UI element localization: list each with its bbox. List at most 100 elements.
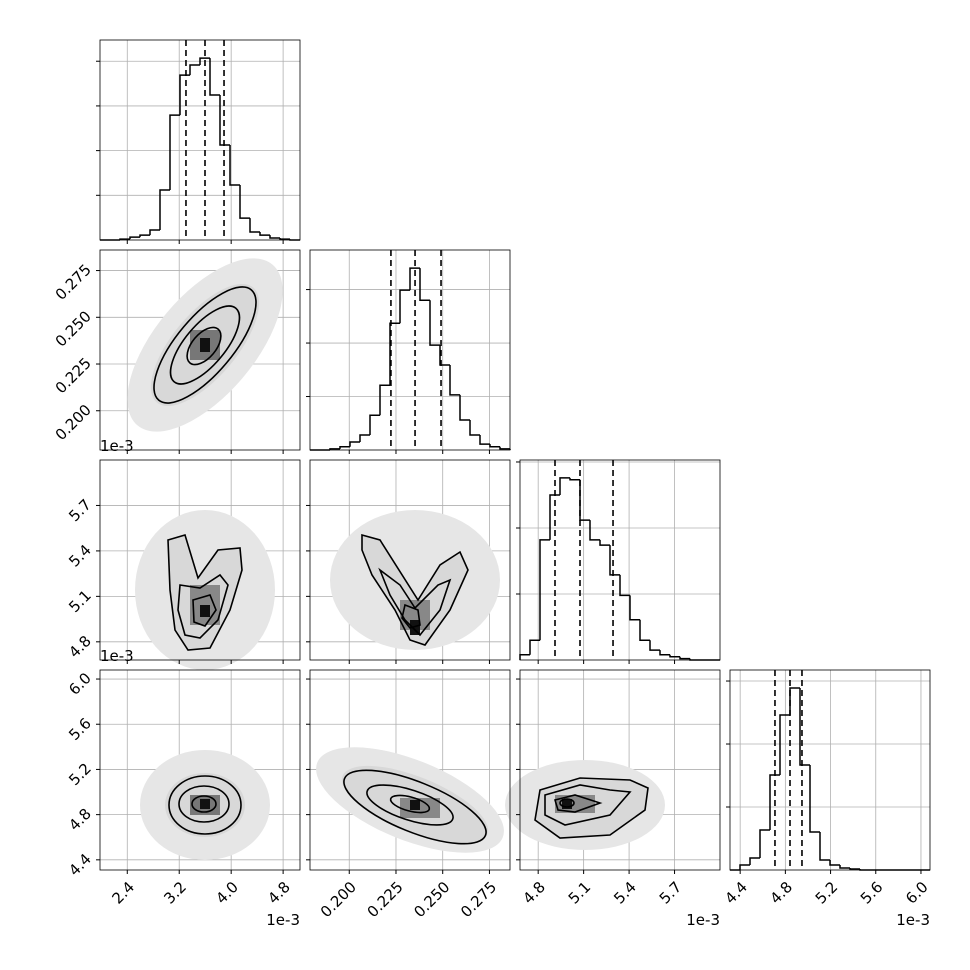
histogram-step [389, 322, 400, 386]
histogram-step [169, 114, 180, 190]
histogram-step [559, 477, 570, 495]
histogram-step [839, 865, 850, 869]
contour [192, 594, 217, 627]
histogram-step [229, 145, 240, 186]
histogram-step [259, 231, 270, 236]
contour [553, 794, 603, 813]
histogram-step [269, 235, 280, 239]
contour [167, 534, 243, 651]
histogram-step [399, 289, 410, 324]
histogram-step [769, 774, 780, 830]
density-panel [127, 258, 283, 432]
histogram-step [379, 384, 390, 416]
histogram-step [199, 57, 210, 66]
x-offset-label: 1e-3 [266, 911, 300, 929]
panel-frame [99, 459, 301, 661]
histogram-step [549, 494, 560, 540]
contour [559, 798, 575, 808]
histogram-step [489, 444, 500, 448]
histogram-step [779, 714, 790, 776]
density-panel [330, 510, 500, 650]
histogram-step [539, 539, 550, 641]
panel-frame [99, 669, 301, 871]
density-layer [127, 258, 665, 860]
histogram-step [459, 394, 470, 421]
panel-frame [309, 669, 511, 871]
x-offset-label: 1e-3 [896, 911, 930, 929]
contour [191, 795, 217, 813]
histogram-step [439, 345, 450, 366]
histogram-step [749, 857, 760, 866]
contour [177, 573, 229, 639]
histogram-step [239, 185, 250, 219]
contour [534, 777, 649, 839]
histogram-step [159, 189, 170, 230]
histogram-step [589, 520, 600, 541]
panel-frame [99, 39, 301, 241]
contour [401, 603, 421, 629]
histogram-step [449, 364, 460, 396]
histogram-step [529, 639, 540, 655]
panel-frame [99, 249, 301, 451]
histogram-step [669, 654, 680, 658]
contour [178, 785, 230, 823]
contour [361, 533, 469, 646]
panel-frame [729, 669, 931, 871]
histogram-step [359, 434, 370, 442]
contour [389, 794, 431, 814]
y-offset-label: 1e-3 [100, 437, 134, 455]
density-cell [410, 800, 420, 810]
histogram-step [629, 595, 640, 621]
density-panel [135, 510, 275, 670]
density-cell [200, 799, 210, 809]
histogram-step [429, 300, 440, 346]
histogram-step [789, 687, 800, 716]
density-panel [316, 747, 504, 853]
histogram-step [799, 688, 810, 766]
histogram-step [209, 58, 220, 96]
histogram-step [279, 237, 290, 240]
histogram-step [569, 477, 580, 481]
density-panel [505, 760, 665, 850]
histogram-step [739, 864, 750, 870]
histogram-step [189, 64, 200, 76]
histogram-step [599, 539, 610, 546]
histogram-step [849, 867, 860, 870]
contour [168, 775, 242, 835]
histogram-step [809, 764, 820, 833]
panel-frame [309, 459, 511, 661]
density-cell [200, 605, 210, 617]
panel-frame [519, 669, 721, 871]
density-cell [410, 620, 420, 635]
contour [343, 769, 487, 845]
histogram-step [659, 650, 670, 656]
density-panel [140, 750, 270, 860]
histogram-step [419, 268, 430, 302]
histogram-step [349, 441, 360, 447]
histogram-step [219, 94, 230, 146]
x-offset-label: 1e-3 [686, 911, 720, 929]
contour [169, 305, 241, 385]
histogram-step [639, 619, 650, 641]
contour [544, 784, 632, 826]
histogram-step [479, 435, 490, 445]
histogram-step [759, 829, 770, 859]
density-cell [562, 799, 572, 809]
density-cell [200, 338, 210, 352]
histogram-step [619, 574, 630, 597]
histogram-step [499, 446, 510, 450]
histogram-step [409, 267, 420, 291]
contour [366, 784, 454, 826]
panel-frame [309, 249, 511, 451]
histogram-step [149, 229, 160, 236]
histogram-step [819, 832, 830, 861]
histogram-step [369, 414, 380, 436]
histogram-step [139, 234, 150, 238]
contour [378, 567, 452, 637]
histogram-step [649, 640, 660, 651]
histogram-step [829, 859, 840, 866]
histogram-step [249, 218, 260, 233]
y-offset-label: 1e-3 [100, 647, 134, 665]
contour [153, 286, 257, 404]
histogram-step [339, 446, 350, 449]
